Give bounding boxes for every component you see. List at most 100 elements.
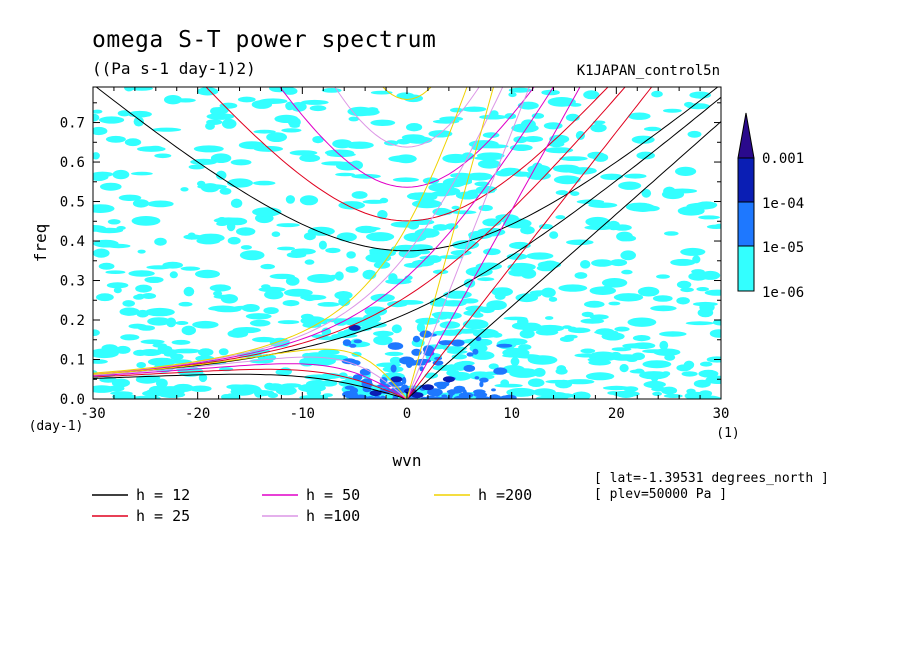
power-cell: [632, 335, 651, 342]
power-cell-high: [427, 388, 443, 397]
power-cell: [687, 130, 702, 138]
power-cell: [656, 274, 670, 279]
power-cell: [559, 336, 574, 343]
power-cell: [686, 388, 696, 394]
power-cell: [253, 145, 284, 152]
power-cell: [124, 138, 142, 147]
power-cell: [614, 326, 630, 332]
power-cell: [451, 354, 467, 360]
power-cell: [712, 319, 721, 326]
power-cell: [198, 373, 208, 383]
power-cell: [520, 119, 536, 130]
power-cell: [642, 360, 672, 369]
power-cell: [277, 320, 300, 325]
y-tick-label: 0.1: [60, 353, 85, 369]
power-cell: [659, 340, 669, 351]
power-cell: [332, 139, 353, 149]
power-cell: [585, 372, 615, 381]
power-cell: [93, 329, 100, 336]
power-cell: [362, 313, 382, 324]
power-cell: [555, 215, 566, 220]
power-cell: [611, 347, 632, 352]
power-cell: [311, 334, 328, 339]
power-cell: [130, 87, 153, 91]
equatorial-rossby-curve: [93, 348, 408, 399]
power-cell: [574, 272, 588, 279]
power-cell: [93, 248, 110, 258]
power-cell: [686, 103, 710, 110]
power-cell: [589, 286, 616, 296]
power-cell: [260, 263, 276, 270]
power-cell: [180, 187, 189, 192]
y-axis-label: freq: [31, 224, 50, 263]
power-cell: [289, 150, 318, 156]
y-tick-label: 0.3: [60, 274, 85, 290]
power-cell: [302, 322, 322, 328]
power-cell-high: [474, 376, 480, 380]
power-cell: [230, 198, 243, 208]
power-cell: [196, 237, 221, 245]
equatorial-rossby-curve: [93, 356, 408, 399]
power-cell: [693, 379, 711, 388]
power-cell: [164, 95, 182, 105]
power-cell: [569, 167, 597, 175]
power-cell: [364, 306, 388, 317]
power-cell: [118, 194, 142, 201]
y-tick-label: 0.0: [60, 392, 85, 408]
power-cell: [227, 178, 253, 188]
y-tick-label: 0.4: [60, 234, 85, 250]
power-cell: [475, 262, 502, 271]
power-cell: [663, 108, 682, 113]
y-axis-unit: (day-1): [29, 419, 84, 434]
power-cell: [277, 246, 295, 251]
power-cell: [215, 170, 227, 180]
power-cell: [545, 316, 554, 320]
power-cell: [264, 290, 284, 300]
power-cell: [239, 250, 265, 261]
power-cell-high: [412, 335, 421, 343]
power-cell-high: [388, 380, 404, 387]
power-cell: [389, 356, 402, 365]
power-cell: [360, 322, 387, 328]
power-cell: [219, 187, 232, 195]
power-cell: [113, 287, 122, 294]
y-tick-label: 0.7: [60, 116, 85, 132]
power-cell: [450, 250, 472, 256]
power-cell: [513, 136, 528, 144]
power-cell: [213, 217, 244, 224]
power-cell-high: [373, 395, 381, 399]
power-cell: [576, 199, 605, 204]
power-cell: [154, 237, 167, 246]
power-cell: [477, 277, 495, 282]
power-cell: [221, 118, 237, 129]
power-cell-high: [349, 343, 357, 348]
power-cell: [279, 367, 292, 376]
power-cell: [208, 306, 230, 311]
power-cell: [451, 210, 477, 215]
power-cell: [531, 113, 545, 119]
power-cell: [193, 145, 224, 153]
power-cell: [240, 245, 252, 250]
power-cell: [580, 318, 605, 324]
power-cell: [282, 300, 300, 307]
power-cell: [590, 123, 607, 133]
x-axis-unit: (1): [716, 426, 739, 441]
power-cell: [469, 342, 483, 348]
power-cell: [152, 127, 182, 132]
power-cell: [298, 383, 326, 393]
power-cell: [506, 387, 536, 397]
power-cell: [285, 276, 300, 286]
power-cell: [209, 284, 232, 292]
x-tick-label: -10: [290, 406, 315, 422]
power-cell: [508, 92, 517, 98]
power-cell: [591, 259, 614, 267]
power-cell: [709, 329, 721, 338]
power-cell: [631, 203, 655, 213]
power-cell: [236, 227, 256, 236]
power-cell-high: [479, 381, 484, 388]
power-cell: [275, 386, 297, 396]
power-cell: [414, 228, 440, 238]
power-cell: [495, 214, 515, 221]
power-cell: [188, 164, 205, 170]
